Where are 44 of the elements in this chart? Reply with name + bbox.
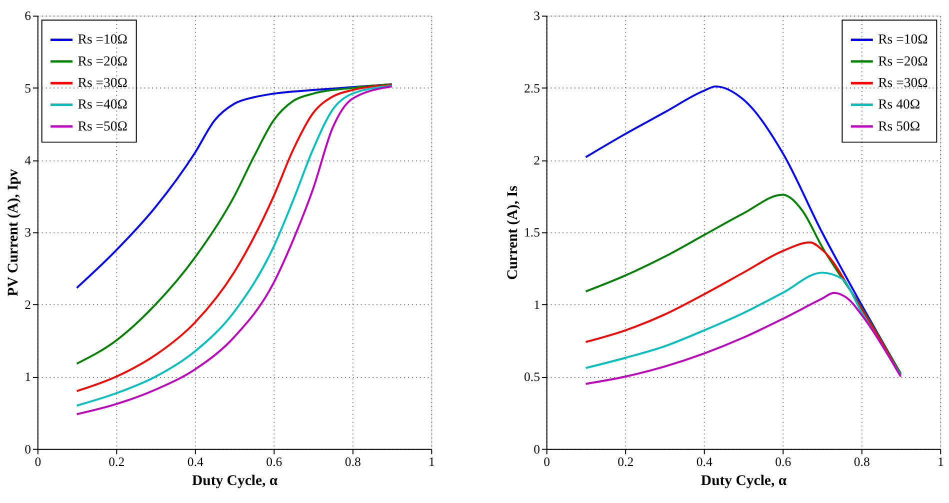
line-series [584,241,902,376]
line-series [584,292,902,385]
legend-label: Rs =20Ω [78,53,128,68]
y-tick-label: 4 [24,153,32,168]
x-tick-label: 0.8 [344,455,361,470]
y-axis-title: Current (A), Is [505,185,522,280]
x-tick-label: 1 [937,455,944,470]
y-tick-label: 1 [534,298,540,312]
y-tick-label: 2 [24,298,32,312]
y-tick-label: 3 [24,226,32,240]
legend-label: Rs =10Ω [78,32,128,47]
x-tick-label: 0.4 [187,455,204,470]
y-tick-label: 1.5 [524,226,540,240]
legend-label: Rs =40Ω [78,96,128,112]
legend-label: Rs =30Ω [878,75,928,90]
y-axis-title: PV Current (A), Ipv [6,168,22,296]
line-series [584,194,902,375]
y-tick-label: 6 [24,9,32,24]
x-tick-label: 0 [544,455,550,470]
legend-label: Rs =30Ω [78,75,128,90]
y-tick-label: 0.5 [524,370,540,384]
legend-label: Rs =20Ω [878,53,928,68]
x-tick-label: 0.4 [696,455,713,470]
x-tick-label: 0.2 [618,455,634,470]
x-tick-label: 0.6 [775,455,792,470]
y-tick-label: 2.5 [524,81,540,96]
y-tick-label: 0 [534,442,540,456]
legend-label: Rs 50Ω [878,118,920,134]
x-tick-label: 0 [34,455,42,470]
x-tick-label: 0.8 [854,455,870,470]
y-tick-label: 2 [534,153,540,168]
y-tick-label: 0 [24,442,32,456]
y-tick-label: 5 [24,81,32,96]
x-axis-title: Duty Cycle, α [700,472,788,489]
x-tick-label: 0.6 [266,455,283,470]
x-axis-title: Duty Cycle, α [192,472,278,489]
legend-label: Rs =50Ω [78,118,128,134]
legend-label: Rs =10Ω [878,32,928,47]
line-series [584,272,902,376]
legend-label: Rs 40Ω [878,96,920,112]
y-tick-label: 1 [24,370,32,384]
x-tick-label: 0.2 [108,455,125,470]
x-tick-label: 1 [428,455,435,470]
y-tick-label: 3 [534,9,540,24]
